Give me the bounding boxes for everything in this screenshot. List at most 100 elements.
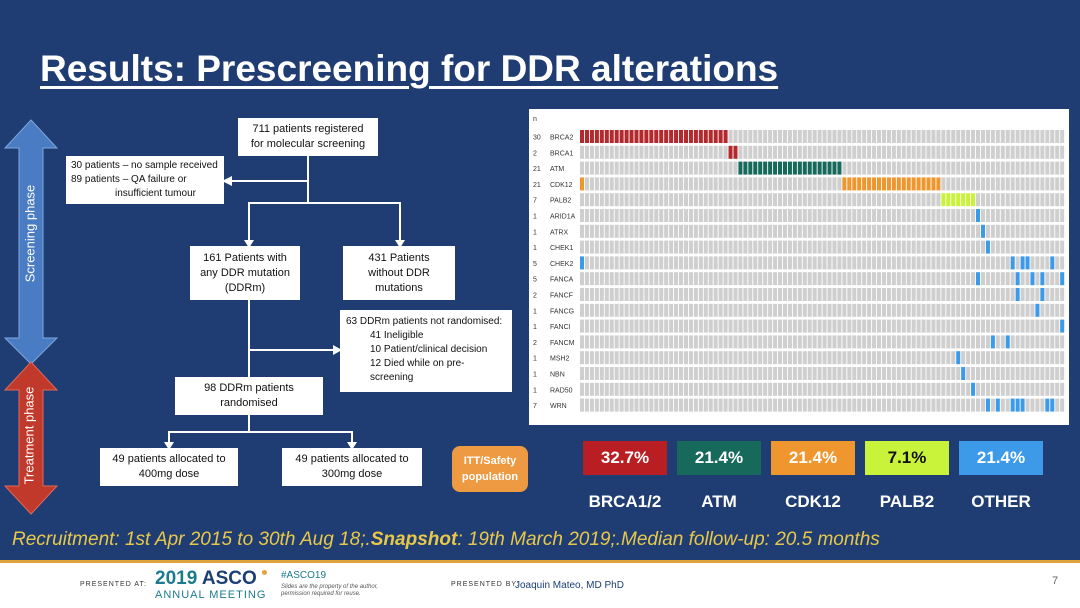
oncoprint-empty-cell <box>708 240 713 254</box>
oncoprint-empty-cell <box>990 303 995 317</box>
oncoprint-empty-cell <box>916 288 921 301</box>
oncoprint-alteration-cell <box>1050 398 1055 412</box>
oncoprint-empty-cell <box>580 240 585 254</box>
oncoprint-alteration-cell <box>1040 272 1045 286</box>
oncoprint-empty-cell <box>679 351 684 365</box>
oncoprint-empty-cell <box>763 335 768 349</box>
oncoprint-empty-cell <box>599 272 604 286</box>
oncoprint-empty-cell <box>916 351 921 365</box>
oncoprint-empty-cell <box>619 367 624 380</box>
oncoprint-empty-cell <box>886 351 891 365</box>
connector-line <box>248 202 250 244</box>
oncoprint-empty-cell <box>580 145 585 159</box>
oncoprint-empty-cell <box>669 319 674 333</box>
oncoprint-empty-cell <box>669 161 674 175</box>
oncoprint-empty-cell <box>822 256 827 270</box>
oncoprint-empty-cell <box>886 224 891 238</box>
oncoprint-empty-cell <box>644 272 649 286</box>
oncoprint-empty-cell <box>649 303 654 317</box>
oncoprint-empty-cell <box>931 398 936 412</box>
oncoprint-empty-cell <box>797 193 802 207</box>
oncoprint-empty-cell <box>877 319 882 333</box>
oncoprint-empty-cell <box>758 288 763 301</box>
oncoprint-empty-cell <box>723 272 728 286</box>
oncoprint-empty-cell <box>1030 193 1035 207</box>
oncoprint-alteration-cell <box>916 177 921 191</box>
excluded-box: 30 patients – no sample received 89 pati… <box>66 156 224 204</box>
oncoprint-empty-cell <box>773 351 778 365</box>
slide-title: Results: Prescreening for DDR alteration… <box>40 48 779 89</box>
oncoprint-empty-cell <box>995 240 1000 254</box>
oncoprint-empty-cell <box>1045 224 1050 238</box>
oncoprint-empty-cell <box>718 288 723 301</box>
oncoprint-empty-cell <box>1020 145 1025 159</box>
oncoprint-empty-cell <box>758 335 763 349</box>
oncoprint-empty-cell <box>985 145 990 159</box>
oncoprint-empty-cell <box>688 177 693 191</box>
oncoprint-empty-cell <box>931 224 936 238</box>
oncoprint-alteration-cell <box>837 161 842 175</box>
oncoprint-alteration-cell <box>1015 398 1020 412</box>
oncoprint-empty-cell <box>584 256 589 270</box>
oncoprint-empty-cell <box>688 303 693 317</box>
oncoprint-empty-cell <box>817 319 822 333</box>
gene-label-atm: ATM <box>701 492 737 511</box>
oncoprint-alteration-cell <box>787 161 792 175</box>
oncoprint-empty-cell <box>693 224 698 238</box>
oncoprint-empty-cell <box>713 335 718 349</box>
oncoprint-empty-cell <box>713 398 718 412</box>
oncoprint-empty-cell <box>1000 288 1005 301</box>
oncoprint-empty-cell <box>916 319 921 333</box>
oncoprint-empty-cell <box>718 335 723 349</box>
oncoprint-empty-cell <box>1045 193 1050 207</box>
oncoprint-alteration-cell <box>1035 303 1040 317</box>
oncoprint-empty-cell <box>985 256 990 270</box>
oncoprint-empty-cell <box>664 288 669 301</box>
oncoprint-empty-cell <box>708 351 713 365</box>
oncoprint-empty-cell <box>624 209 629 222</box>
oncoprint-empty-cell <box>1015 367 1020 380</box>
oncoprint-empty-cell <box>758 256 763 270</box>
oncoprint-empty-cell <box>614 351 619 365</box>
oncoprint-empty-cell <box>886 256 891 270</box>
oncoprint-empty-cell <box>971 209 976 222</box>
oncoprint-empty-cell <box>619 288 624 301</box>
oncoprint-empty-cell <box>708 335 713 349</box>
oncoprint-empty-cell <box>936 398 941 412</box>
arm-300-box: 49 patients allocated to 300mg dose <box>282 448 422 486</box>
oncoprint-empty-cell <box>669 382 674 396</box>
oncoprint-empty-cell <box>877 288 882 301</box>
oncoprint-empty-cell <box>703 177 708 191</box>
oncoprint-empty-cell <box>1005 288 1010 301</box>
oncoprint-empty-cell <box>881 367 886 380</box>
oncoprint-alteration-cell <box>708 130 713 143</box>
oncoprint-empty-cell <box>802 177 807 191</box>
oncoprint-empty-cell <box>738 335 743 349</box>
oncoprint-empty-cell <box>674 256 679 270</box>
oncoprint-empty-cell <box>748 382 753 396</box>
oncoprint-empty-cell <box>1035 256 1040 270</box>
excluded-line-1: 30 patients – no sample received <box>71 160 218 171</box>
oncoprint-empty-cell <box>862 303 867 317</box>
oncoprint-empty-cell <box>1000 161 1005 175</box>
oncoprint-empty-cell <box>1015 319 1020 333</box>
oncoprint-empty-cell <box>886 209 891 222</box>
oncoprint-empty-cell <box>594 193 599 207</box>
oncoprint-empty-cell <box>723 398 728 412</box>
oncoprint-empty-cell <box>624 382 629 396</box>
oncoprint-empty-cell <box>906 193 911 207</box>
oncoprint-empty-cell <box>1055 145 1060 159</box>
oncoprint-empty-cell <box>792 398 797 412</box>
oncoprint-empty-cell <box>629 335 634 349</box>
oncoprint-alteration-cell <box>1020 256 1025 270</box>
oncoprint-empty-cell <box>594 351 599 365</box>
oncoprint-empty-cell <box>980 240 985 254</box>
oncoprint-empty-cell <box>664 224 669 238</box>
oncoprint-empty-cell <box>817 288 822 301</box>
oncoprint-empty-cell <box>1015 177 1020 191</box>
oncoprint-empty-cell <box>599 303 604 317</box>
disclaimer-line: Slides are the property of the author, <box>281 584 379 590</box>
oncoprint-empty-cell <box>971 367 976 380</box>
oncoprint-empty-cell <box>629 367 634 380</box>
oncoprint-empty-cell <box>822 303 827 317</box>
